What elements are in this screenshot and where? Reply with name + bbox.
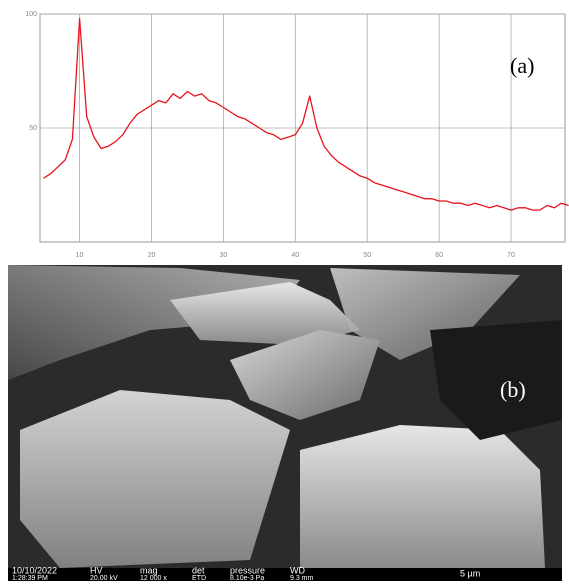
- shadow: [430, 320, 562, 440]
- y-tick-label: 100: [25, 11, 37, 18]
- info-label: WD: [290, 565, 305, 575]
- info-label: pressure: [230, 565, 265, 575]
- panel-label: (a): [510, 53, 534, 78]
- x-tick-label: 60: [435, 252, 443, 259]
- x-tick-label: 70: [507, 252, 515, 259]
- x-tick-label: 50: [363, 252, 371, 259]
- y-tick-label: 50: [29, 125, 37, 132]
- info-bar: [8, 568, 562, 581]
- info-label: mag: [140, 565, 158, 575]
- sheet: [330, 268, 520, 360]
- info-date: 10/10/2022: [12, 565, 57, 575]
- info-value: 8.10e-3 Pa: [230, 575, 264, 581]
- scale-label: 5 µm: [460, 568, 480, 578]
- info-value: 12 000 x: [140, 575, 167, 581]
- sheet: [230, 330, 380, 420]
- panel-label: (b): [500, 377, 526, 402]
- x-tick-label: 10: [76, 252, 84, 259]
- info-value: 1:28:39 PM: [12, 575, 48, 581]
- info-value: ETD: [192, 575, 206, 581]
- x-tick-label: 40: [291, 252, 299, 259]
- xrd-plot: 10 20 30 40 50 60 70 50 100: [25, 11, 569, 259]
- sem-image: 10/10/2022 HV mag det pressure WD 5 µm: [8, 265, 562, 581]
- info-label: HV: [90, 565, 103, 575]
- info-value: 9.3 mm: [290, 575, 314, 581]
- info-label: det: [192, 565, 205, 575]
- x-tick-label: 30: [219, 252, 227, 259]
- x-tick-label: 20: [148, 252, 156, 259]
- info-value: 20.00 kV: [90, 575, 118, 581]
- xrd-curve: [43, 17, 569, 211]
- sheet: [170, 282, 360, 345]
- sheet: [20, 390, 290, 568]
- sheet: [300, 425, 545, 568]
